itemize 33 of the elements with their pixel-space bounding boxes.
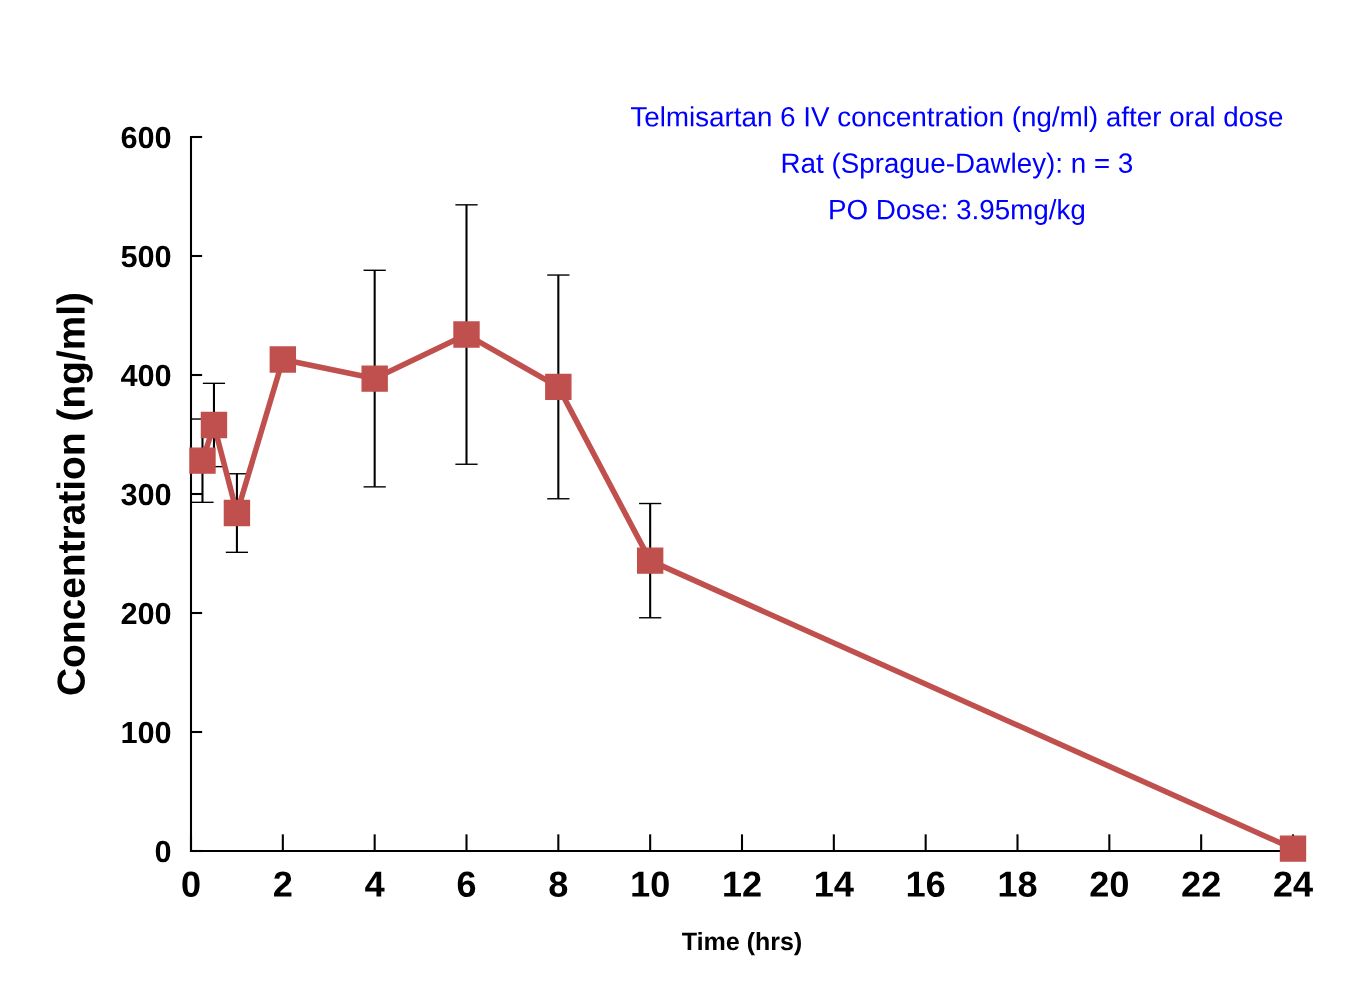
point	[200, 411, 228, 439]
x-tick-label: 12	[724, 871, 761, 897]
point	[453, 321, 480, 348]
x-tick-label: 4	[365, 871, 385, 897]
x-tick-label: 24	[1274, 871, 1313, 897]
point	[223, 499, 251, 527]
x-tick-label: 20	[1090, 871, 1128, 897]
y-tick-label: 100	[122, 721, 171, 744]
y-axis-title: Concentration (ng/ml)	[56, 293, 93, 695]
point	[269, 346, 297, 373]
y-tick-label: 300	[121, 483, 171, 506]
x-tick-label: 8	[549, 871, 568, 897]
x-tick-label: 2	[274, 871, 292, 897]
point	[361, 365, 388, 392]
x-tick-label: 18	[999, 871, 1037, 897]
y-tick-label: 400	[121, 364, 171, 387]
x-tick-label: 14	[816, 871, 854, 897]
y-tick-label: 600	[121, 126, 171, 149]
point	[636, 547, 664, 574]
text: Telmisartan 6 IV concentration (ng/ml) after oral dose	[631, 106, 1283, 133]
y-tick-label: 0	[155, 840, 171, 863]
x-tick-label: 22	[1182, 871, 1220, 897]
y-tick-label: 200	[121, 602, 171, 625]
x-tick-label: 10	[632, 871, 669, 897]
y-tick-label: 500	[121, 245, 171, 268]
point	[545, 373, 572, 401]
annotation: PO Dose: 3.95mg/kg	[830, 199, 1085, 225]
x-tick-label: 16	[907, 871, 945, 897]
x-axis-title: Time (hrs)	[682, 931, 801, 956]
x-tick-label: 6	[457, 871, 476, 897]
point	[189, 447, 216, 474]
annotation: Rat (Sprague-Dawley): n = 3	[782, 152, 1133, 179]
x-tick-label: 0	[182, 871, 200, 897]
